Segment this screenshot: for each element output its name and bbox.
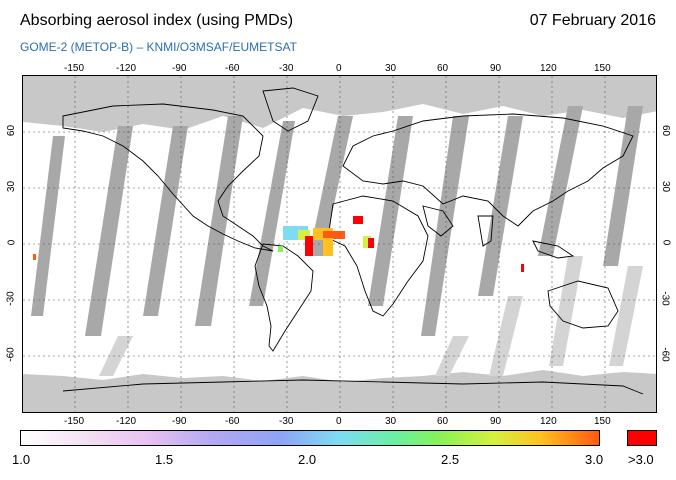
colorbar-label: 1.5	[155, 452, 174, 467]
lon-tick-bottom: 30	[385, 416, 397, 427]
lon-tick-top: -60	[225, 63, 240, 74]
orbit-gaps-light	[99, 256, 643, 376]
lon-tick-top: 60	[437, 63, 449, 74]
color-scale-bar	[20, 430, 600, 446]
lon-tick-bottom: 60	[437, 416, 449, 427]
lat-tick-left: -60	[5, 347, 17, 362]
lon-tick-bottom: 150	[594, 416, 611, 427]
lon-tick-bottom: -30	[279, 416, 294, 427]
overflow-color-box	[627, 430, 657, 446]
lon-tick-bottom: -90	[172, 416, 187, 427]
coastlines	[62, 87, 644, 395]
colorbar-label: 2.0	[298, 452, 317, 467]
lon-tick-top: 0	[336, 63, 342, 74]
lat-tick-left: 30	[6, 180, 18, 193]
colorbar-label: 1.0	[12, 452, 31, 467]
lat-tick-left: 60	[6, 124, 18, 137]
lat-tick-right: 30	[660, 180, 672, 193]
lat-tick-right: 0	[660, 239, 672, 246]
graticule	[23, 76, 656, 412]
aerosol-index-map	[22, 75, 657, 413]
map-subtitle: GOME-2 (METOP-B) – KNMI/O3MSAF/EUMETSAT	[20, 40, 297, 54]
lon-tick-bottom: -60	[225, 416, 240, 427]
lon-tick-bottom: -150	[64, 416, 85, 427]
lon-tick-top: 120	[540, 63, 557, 74]
lon-tick-top: -150	[64, 63, 85, 74]
lat-tick-right: 60	[660, 124, 672, 137]
lat-tick-right: -30	[659, 291, 671, 306]
lon-tick-top: 90	[490, 63, 502, 74]
lat-tick-right: -60	[659, 347, 671, 362]
lon-tick-top: 150	[594, 63, 611, 74]
map-title: Absorbing aerosol index (using PMDs)	[20, 12, 294, 29]
orbit-gaps	[31, 106, 643, 336]
lon-tick-top: -90	[172, 63, 187, 74]
lon-tick-bottom: 0	[336, 416, 342, 427]
lon-tick-bottom: 120	[540, 416, 557, 427]
colorbar-overflow-label: >3.0	[628, 452, 654, 467]
lat-tick-left: 0	[6, 239, 18, 246]
map-canvas	[23, 76, 656, 412]
lon-tick-top: -120	[116, 63, 137, 74]
lon-tick-top: -30	[279, 63, 294, 74]
lat-tick-left: -30	[5, 291, 17, 306]
lon-tick-bottom: 90	[490, 416, 502, 427]
lon-tick-top: 30	[385, 63, 397, 74]
colorbar-label: 3.0	[585, 452, 604, 467]
aerosol-hotspots	[33, 216, 524, 272]
colorbar-label: 2.5	[441, 452, 460, 467]
map-date: 07 February 2016	[529, 12, 656, 29]
lon-tick-bottom: -120	[116, 416, 137, 427]
